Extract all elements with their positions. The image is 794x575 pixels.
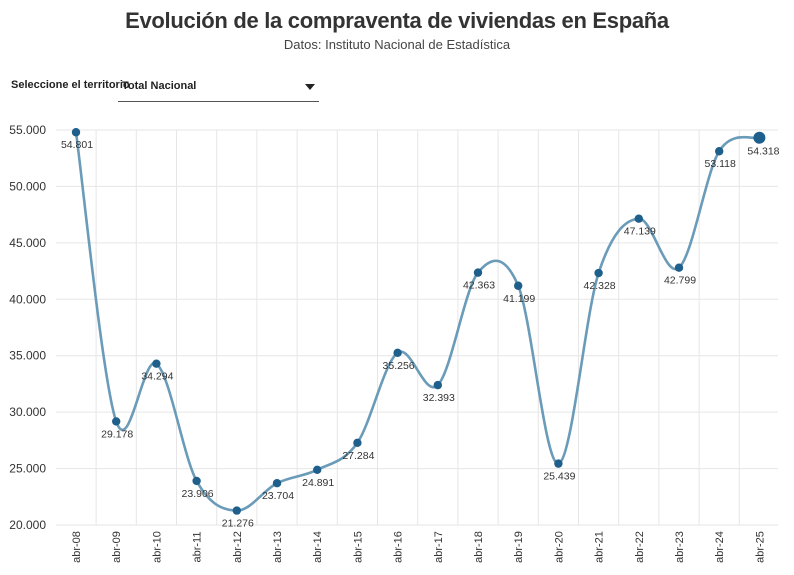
data-label: 24.891 [302,477,334,489]
data-label: 23.906 [182,488,214,500]
y-tick-label: 25.000 [9,462,46,476]
data-label: 21.276 [222,518,254,530]
grid-layer [56,129,778,526]
y-tick-label: 30.000 [9,405,46,419]
data-label: 23.704 [262,490,294,502]
series-layer [71,128,766,515]
data-point[interactable] [715,147,724,156]
data-point[interactable] [272,478,282,488]
data-point[interactable] [634,214,643,223]
x-tick-label: abr-09 [111,531,123,563]
y-tick-label: 40.000 [9,292,46,306]
data-label: 42.799 [664,275,696,287]
x-tick-label: abr-16 [393,531,405,563]
x-tick-label: abr-12 [232,531,244,563]
x-tick-label: abr-10 [151,531,163,563]
data-point[interactable] [594,268,603,278]
data-point[interactable] [232,506,241,515]
y-tick-label: 50.000 [9,179,46,193]
data-label: 29.178 [101,428,133,440]
chart-subtitle: Datos: Instituto Nacional de Estadística [283,37,511,52]
y-tick-label: 20.000 [9,518,46,532]
chevron-down-icon [305,84,315,90]
data-point[interactable] [71,128,81,137]
y-tick-label: 35.000 [9,349,46,363]
data-label: 54.801 [61,139,93,151]
data-point[interactable] [192,476,201,486]
data-label: 47.139 [624,226,656,238]
x-tick-label: abr-08 [71,531,83,563]
x-tick-label: abr-17 [433,531,445,563]
data-point[interactable] [433,380,442,390]
data-point[interactable] [152,359,161,368]
data-point[interactable] [112,417,121,426]
data-label: 35.256 [383,360,415,372]
x-tick-label: abr-19 [513,531,525,563]
data-point[interactable] [753,131,766,144]
data-point[interactable] [514,281,523,290]
x-tick-label: abr-23 [674,531,686,563]
data-point[interactable] [473,268,483,277]
data-point[interactable] [554,459,563,468]
data-label: 42.363 [463,280,495,292]
data-label: 34.294 [141,371,173,383]
x-tick-label: abr-25 [754,531,766,563]
x-tick-label: abr-11 [192,532,204,563]
territory-select[interactable]: Total Nacional [118,74,319,102]
x-tick-label: abr-21 [594,531,606,563]
data-point[interactable] [393,348,402,358]
territory-selector-label: Seleccione el territorio [11,79,130,91]
x-tick-label: abr-18 [473,531,485,563]
x-tick-label: abr-15 [352,531,364,563]
y-tick-label: 55.000 [9,123,46,137]
chart-title: Evolución de la compraventa de viviendas… [125,8,669,33]
data-label: 25.439 [543,471,575,483]
data-label: 42.328 [584,280,616,292]
data-label: 54.318 [747,146,779,158]
data-point[interactable] [353,438,362,447]
data-label: 27.284 [342,450,374,462]
x-tick-label: abr-24 [714,531,726,563]
axis-layer: 20.000 25.000 30.000 35.000 40.000 45.000 50.0… [9,123,766,563]
data-label: 41.199 [503,293,535,305]
label-layer: 54.801 29.178 34.294 23.906 21.276 23.704 24.8… [61,139,780,529]
data-point[interactable] [313,465,322,475]
territory-select-value: Total Nacional [122,80,197,92]
data-label: 32.393 [423,392,455,404]
data-label: 53.118 [705,158,736,170]
x-tick-label: abr-13 [272,531,284,563]
y-tick-label: 45.000 [9,236,46,250]
x-tick-label: abr-22 [634,531,646,563]
x-tick-label: abr-14 [312,531,324,563]
data-point[interactable] [674,263,684,272]
x-tick-label: abr-20 [553,531,565,563]
